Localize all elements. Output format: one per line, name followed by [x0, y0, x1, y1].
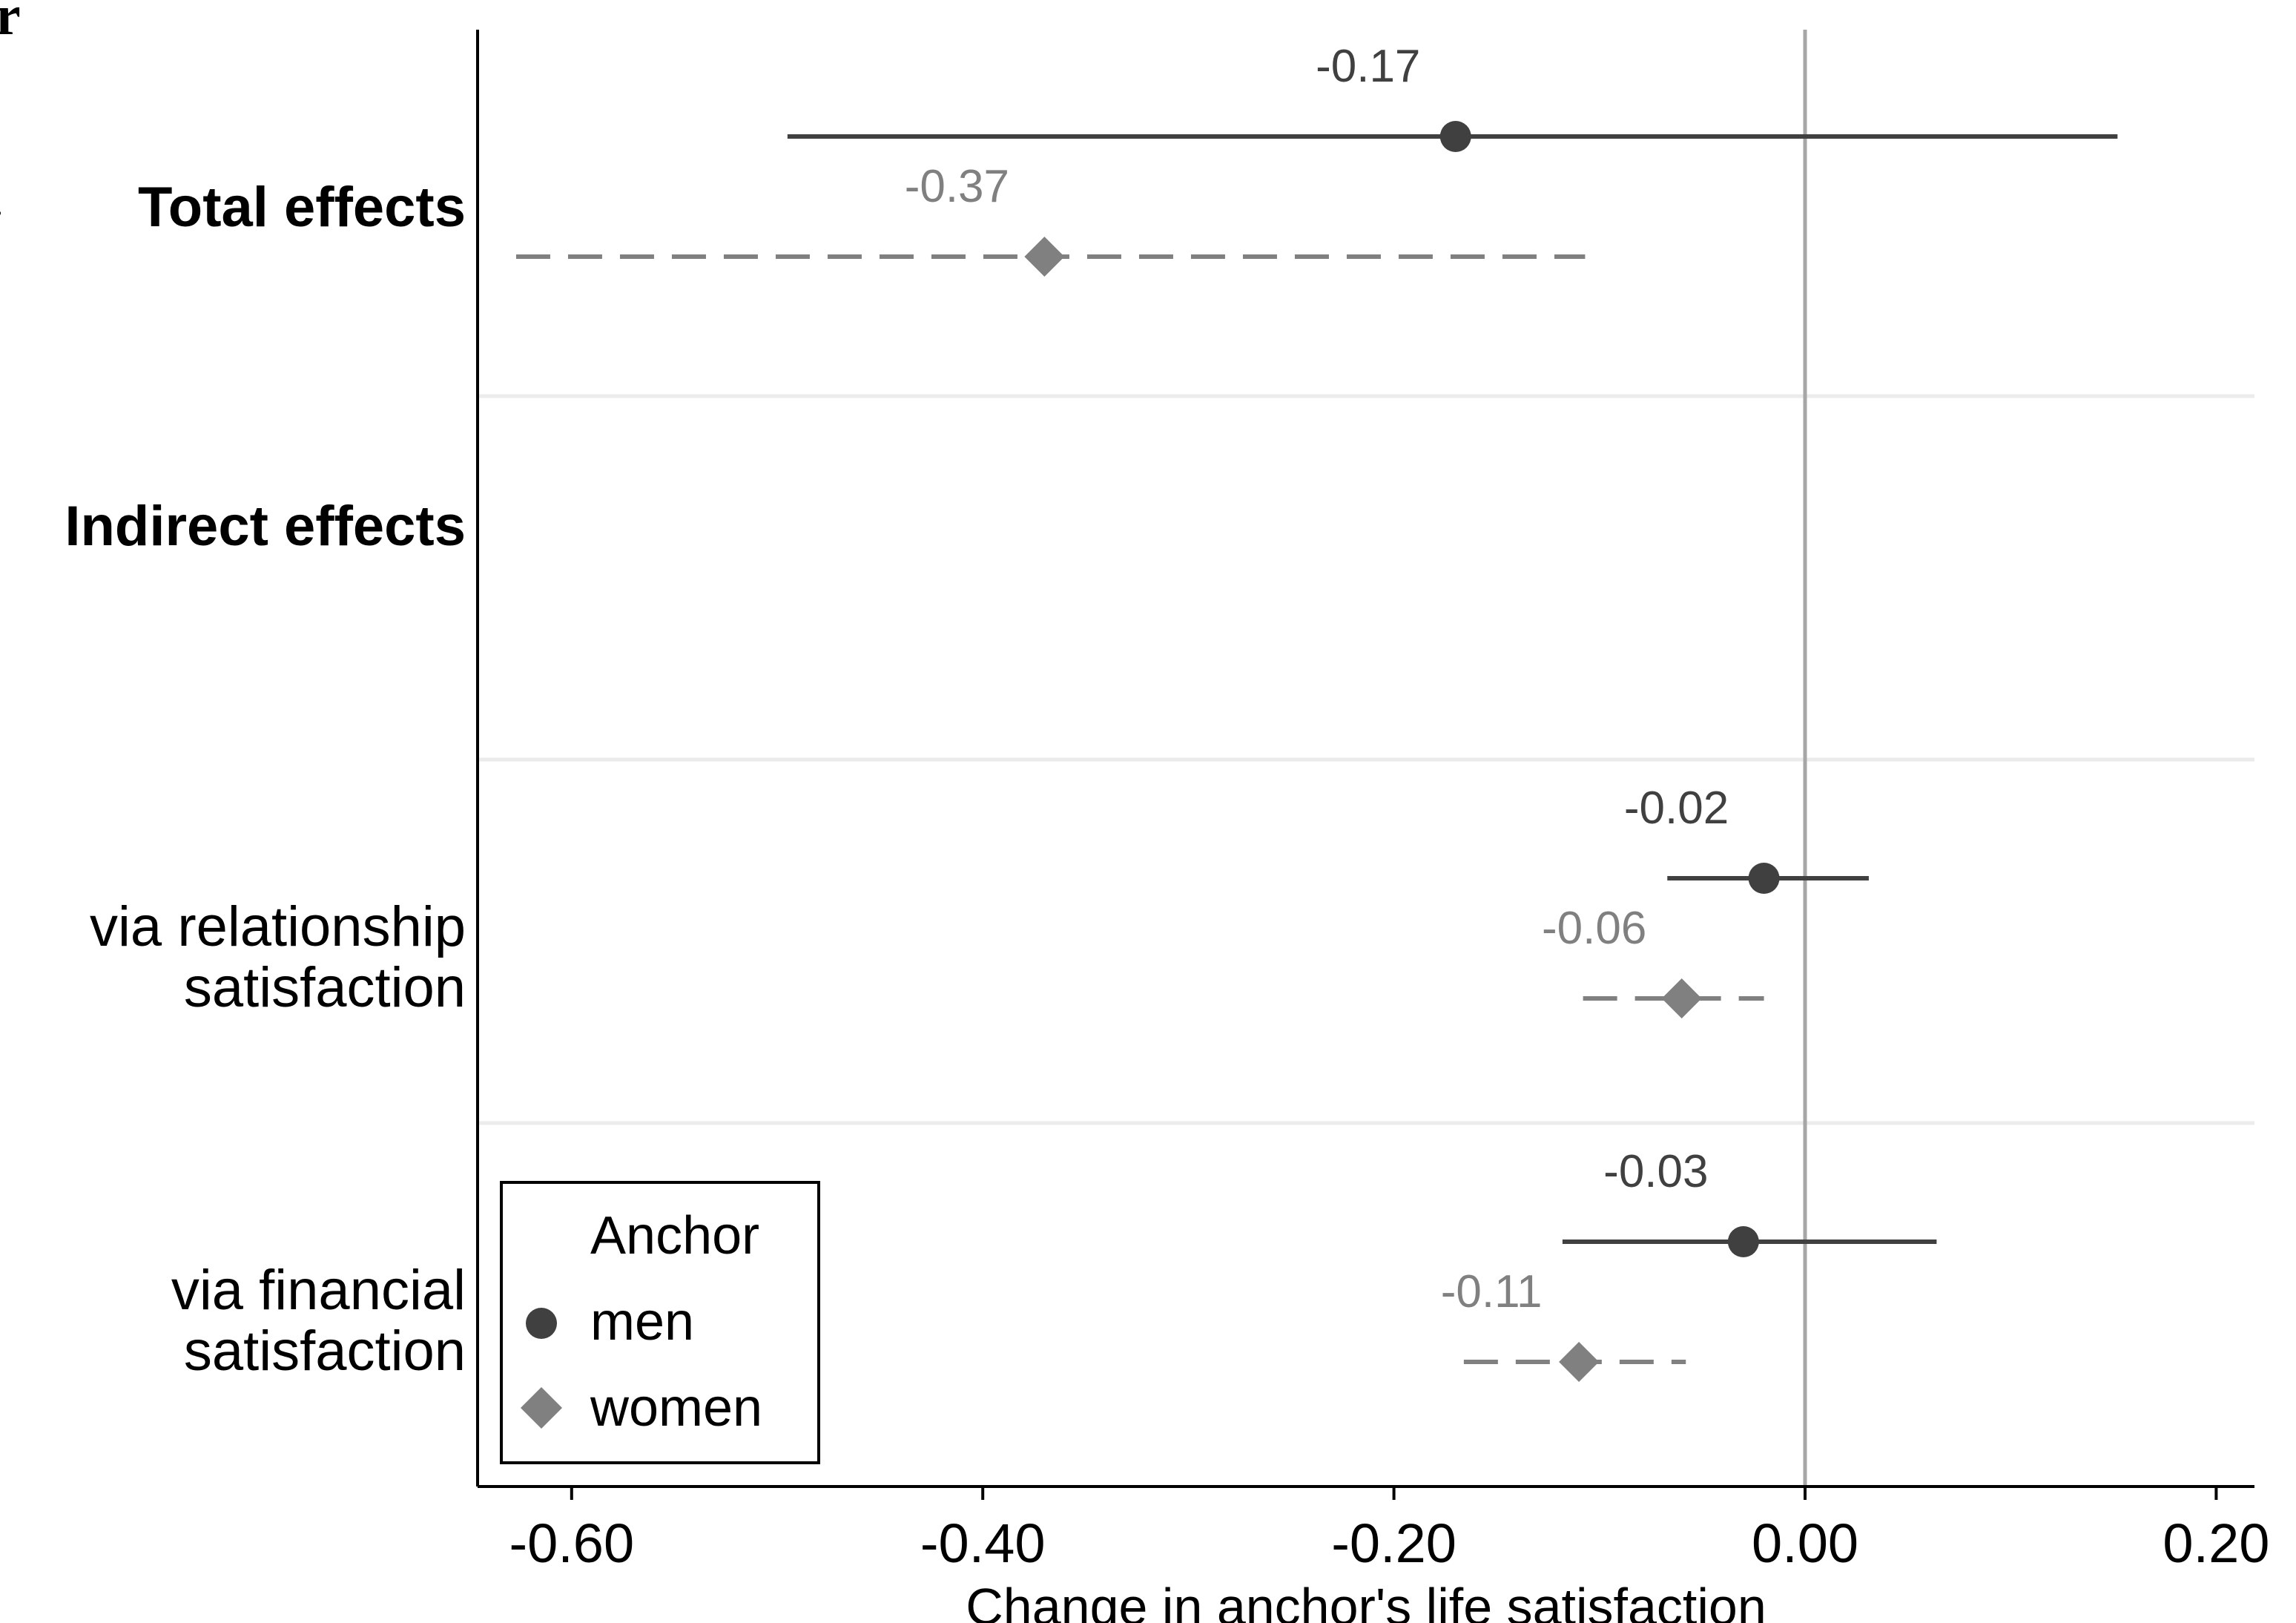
x-tick-label: 0.20	[2163, 1512, 2269, 1574]
x-tick-label: -0.60	[509, 1512, 634, 1574]
estimate-marks: -0.17 -0.02 -0.03 -0.37 -0.06 -0.11	[515, 41, 2118, 1382]
category-label: satisfaction	[184, 956, 466, 1019]
estimate-point-men	[1727, 1226, 1759, 1257]
data-label-men: -0.17	[1316, 41, 1420, 92]
estimate-point-men	[1439, 121, 1471, 152]
x-axis-ticks: -0.60 -0.40 -0.20 0.00 0.20	[509, 1487, 2269, 1574]
legend-women-marker	[521, 1387, 562, 1429]
edge-glyph-mid2: s	[0, 234, 1, 283]
edge-glyph-mid1: .	[0, 176, 4, 225]
data-label-men: -0.03	[1603, 1146, 1708, 1197]
estimate-point-women	[1024, 237, 1065, 277]
data-label-women: -0.37	[905, 161, 1009, 212]
x-axis-title: Change in anchor's life satisfaction	[966, 1578, 1766, 1623]
legend-men-label: men	[590, 1292, 694, 1352]
category-label: via financial	[171, 1259, 466, 1322]
legend-title: Anchor	[590, 1206, 759, 1265]
legend: Anchor men women	[500, 1181, 820, 1464]
data-label-women: -0.06	[1542, 903, 1646, 954]
estimate-point-women	[1559, 1342, 1600, 1382]
data-label-women: -0.11	[1441, 1266, 1543, 1317]
category-label: satisfaction	[184, 1320, 466, 1383]
category-labels: Total effects Indirect effects via relatio…	[65, 176, 466, 1383]
category-label: Total effects	[138, 176, 466, 239]
legend-women-label: women	[590, 1378, 762, 1438]
data-label-men: -0.02	[1624, 783, 1729, 834]
category-label: via relationship	[90, 895, 466, 958]
estimate-point-men	[1748, 863, 1780, 894]
estimate-point-women	[1661, 978, 1702, 1018]
x-tick-label: -0.20	[1331, 1512, 1457, 1574]
x-tick-label: -0.40	[920, 1512, 1046, 1574]
row-separators	[478, 394, 2254, 1125]
edge-glyph-top: r	[0, 0, 21, 47]
axes	[476, 30, 2254, 1488]
category-label: Indirect effects	[65, 495, 466, 558]
x-tick-label: 0.00	[1752, 1512, 1858, 1574]
legend-men-marker	[526, 1308, 557, 1339]
